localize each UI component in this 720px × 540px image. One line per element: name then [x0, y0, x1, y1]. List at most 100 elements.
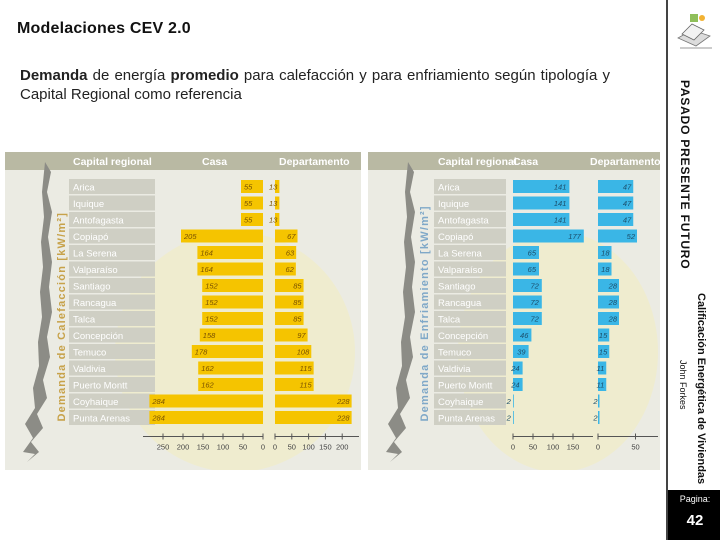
departamento-value-label: 15 — [599, 331, 608, 340]
casa-value-label: 284 — [151, 397, 165, 406]
casa-bar — [513, 328, 532, 342]
casa-bar — [197, 262, 263, 276]
category-label: Santiago — [73, 282, 111, 293]
category-label: Valparaíso — [438, 265, 483, 276]
departamento-bar — [275, 378, 314, 391]
timeline-nav-label: PASADO PRESENTE FUTURO — [678, 80, 692, 270]
departamento-bar — [598, 328, 610, 342]
casa-value-label: 152 — [205, 298, 218, 307]
departamento-value-label: 2 — [592, 414, 598, 423]
subtitle-part: promedio — [170, 67, 239, 84]
departamento-value-label: 85 — [293, 282, 302, 291]
category-label: Puerto Montt — [438, 381, 493, 392]
category-label: Arica — [438, 183, 460, 194]
category-label-bg — [434, 377, 506, 392]
casa-value-label: 158 — [203, 331, 216, 340]
departamento-bar — [598, 196, 634, 210]
category-label: Iquique — [73, 199, 104, 210]
column-header-capital: Capital regional — [73, 156, 152, 168]
casa-value-label: 141 — [554, 216, 567, 225]
departamento-bar — [598, 246, 612, 259]
heating-demand-chart: Capital regional Casa Departamento Demanda … — [5, 152, 361, 470]
category-label: Antofagasta — [438, 216, 489, 227]
departamento-bar — [275, 229, 298, 243]
casa-value-label: 162 — [201, 381, 214, 390]
departamento-value-label: 228 — [336, 414, 350, 423]
departamento-bar — [598, 262, 612, 276]
category-label: Talca — [73, 315, 96, 326]
casa-value-label: 2 — [506, 397, 512, 406]
footer-title: Calificación Energética de Viviendas — [695, 293, 707, 485]
casa-bar — [198, 361, 263, 375]
casa-bar — [191, 345, 263, 358]
departamento-bar — [275, 345, 312, 358]
column-header-capital: Capital regional — [438, 156, 517, 168]
page-label: Pagina: — [679, 494, 711, 504]
departamento-bar — [275, 394, 352, 408]
departamento-value-label: 13 — [269, 199, 278, 208]
departamento-bar — [275, 312, 304, 325]
departamento-tick-label: 50 — [631, 443, 639, 452]
category-label: Punta Arenas — [438, 414, 495, 425]
casa-bar — [199, 328, 263, 342]
departamento-tick-label: 0 — [273, 443, 277, 452]
departamento-value-label: 85 — [293, 298, 302, 307]
casa-bar — [149, 411, 263, 424]
casa-tick-label: 150 — [197, 443, 210, 452]
category-label-bg — [434, 179, 506, 194]
casa-value-label: 2 — [506, 414, 512, 423]
category-label-bg — [69, 179, 155, 194]
casa-value-label: 177 — [568, 232, 581, 241]
departamento-value-label: 47 — [623, 216, 632, 225]
category-label: Santiago — [438, 282, 476, 293]
category-label: Iquique — [438, 199, 469, 210]
departamento-value-label: 18 — [601, 265, 610, 274]
departamento-value-label: 47 — [623, 183, 632, 192]
departamento-value-label: 108 — [297, 348, 310, 357]
departamento-bar — [598, 229, 637, 243]
casa-bar — [513, 180, 570, 193]
category-label: Valparaíso — [73, 265, 118, 276]
category-label-bg — [434, 212, 506, 227]
casa-value-label: 24 — [510, 364, 519, 373]
casa-value-label: 55 — [244, 199, 253, 208]
departamento-value-label: 63 — [286, 249, 295, 258]
casa-bar — [181, 229, 263, 243]
departamento-tick-label: 150 — [319, 443, 332, 452]
house-logo-icon — [677, 14, 712, 49]
casa-tick-label: 0 — [511, 443, 515, 452]
casa-value-label: 284 — [151, 414, 165, 423]
category-label-bg — [434, 245, 506, 260]
category-label-bg — [69, 245, 155, 260]
casa-value-label: 24 — [510, 381, 519, 390]
casa-tick-label: 50 — [239, 443, 247, 452]
cooling-chart-panel: Capital regional Casa Departamento Demanda … — [368, 152, 660, 470]
casa-value-label: 205 — [183, 232, 197, 241]
category-label: Puerto Montt — [73, 381, 128, 392]
category-label: Antofagasta — [73, 216, 124, 227]
category-label: Copiapó — [73, 232, 108, 243]
casa-value-label: 39 — [517, 348, 526, 357]
category-label-bg — [69, 294, 155, 310]
casa-value-label: 65 — [528, 249, 537, 258]
departamento-bar — [598, 394, 600, 408]
category-label-bg — [69, 360, 155, 376]
casa-value-label: 152 — [205, 315, 218, 324]
category-label-bg — [434, 393, 506, 409]
departamento-bar — [598, 378, 607, 391]
casa-bar — [149, 394, 263, 408]
chart-header-bar — [368, 152, 660, 170]
category-label-bg — [434, 228, 506, 244]
casa-bar — [513, 312, 542, 325]
casa-value-label: 72 — [530, 282, 539, 291]
departamento-bar — [275, 262, 296, 276]
subtitle-part: de energía — [87, 67, 171, 84]
casa-bar — [202, 295, 263, 309]
subtitle-part: para calefacción y para enfriamiento seg… — [20, 67, 611, 103]
departamento-bar — [275, 196, 280, 210]
departamento-bar — [275, 328, 308, 342]
slide-subtitle: Demanda de energía promedio para calefac… — [20, 66, 610, 104]
category-label: Concepción — [73, 331, 123, 342]
casa-value-label: 72 — [530, 315, 539, 324]
